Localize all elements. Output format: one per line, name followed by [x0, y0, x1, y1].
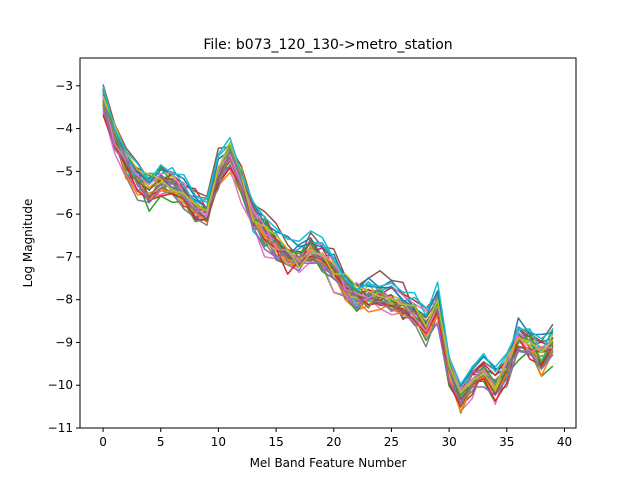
- x-tick-label: 15: [268, 435, 283, 449]
- x-tick-label: 10: [211, 435, 226, 449]
- series-group: [102, 84, 554, 414]
- y-axis: −11 −10 −9 −8 −7 −6 −5 −4 −3: [48, 79, 80, 435]
- series-line: [102, 90, 554, 395]
- x-axis-label: Mel Band Feature Number: [250, 456, 407, 470]
- series-line: [102, 114, 554, 408]
- x-tick-label: 20: [326, 435, 341, 449]
- y-tick-label: −5: [55, 164, 73, 178]
- x-tick-label: 5: [157, 435, 165, 449]
- plot-frame: [79, 57, 577, 429]
- y-tick-label: −3: [55, 79, 73, 93]
- series-line: [102, 96, 554, 394]
- x-tick-label: 25: [384, 435, 399, 449]
- y-tick-label: −6: [55, 207, 73, 221]
- x-tick-label: 40: [557, 435, 572, 449]
- series-line: [102, 101, 554, 406]
- y-tick-label: −4: [55, 122, 73, 136]
- chart-title: File: b073_120_130->metro_station: [203, 37, 452, 53]
- y-tick-label: −10: [48, 378, 73, 392]
- y-tick-label: −8: [55, 293, 73, 307]
- x-tick-label: 35: [499, 435, 514, 449]
- y-axis-label: Log Magnitude: [21, 199, 35, 288]
- series-line: [102, 107, 554, 404]
- series-line: [102, 95, 553, 392]
- y-tick-label: −11: [48, 421, 73, 435]
- x-tick-label: 0: [99, 435, 107, 449]
- x-axis: 0 5 10 15 20 25 30 35 40: [99, 428, 572, 449]
- x-tick-label: 30: [441, 435, 456, 449]
- y-tick-label: −7: [55, 250, 73, 264]
- series-line: [102, 88, 553, 388]
- series-line: [102, 86, 554, 386]
- y-tick-label: −9: [55, 335, 73, 349]
